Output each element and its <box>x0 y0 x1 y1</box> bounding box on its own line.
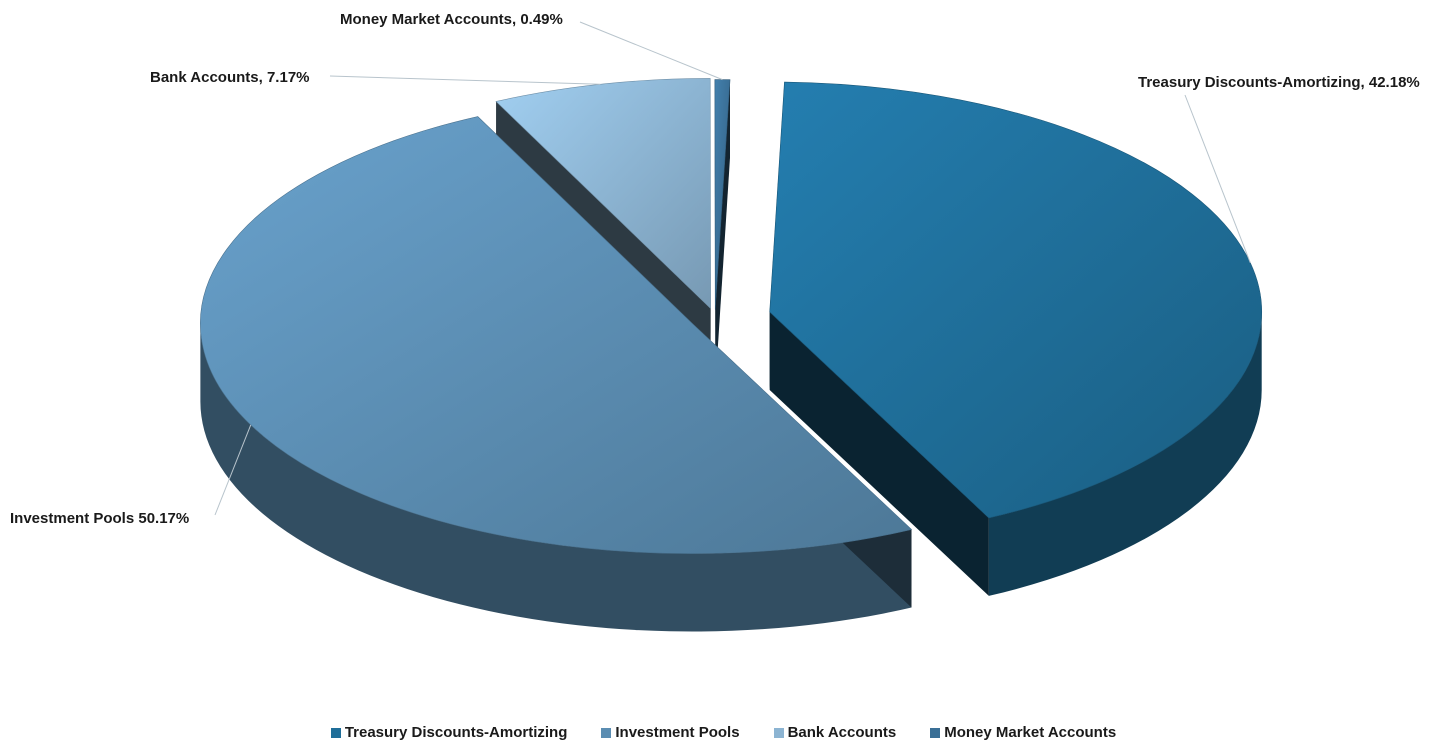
slice-tops <box>200 78 1262 554</box>
legend-label-money-market: Money Market Accounts <box>944 724 1117 741</box>
legend-item-treasury-discounts: Treasury Discounts-Amortizing <box>330 724 568 741</box>
legend-item-investment-pools: Investment Pools <box>601 724 740 741</box>
slice-side-treasury-discounts <box>988 312 1262 596</box>
slice-investment-pools <box>200 116 913 554</box>
data-label-investment-pools: Investment Pools 50.17% <box>10 510 189 527</box>
data-labels: Treasury Discounts-Amortizing, 42.18% In… <box>10 11 1420 527</box>
data-label-money-market: Money Market Accounts, 0.49% <box>340 11 563 28</box>
legend-swatch-investment-pools <box>601 727 612 738</box>
data-label-treasury-discounts: Treasury Discounts-Amortizing, 42.18% <box>1138 74 1420 91</box>
leader-line-money-market <box>579 21 723 81</box>
slice-bank-accounts <box>495 78 711 310</box>
data-label-bank-accounts: Bank Accounts, 7.17% <box>150 69 310 86</box>
slice-side-investment-pools <box>200 323 912 632</box>
legend-swatch-money-market <box>930 727 941 738</box>
leader-line-treasury-discounts <box>1184 94 1251 263</box>
slice-cut-face-treasury-discounts-1 <box>769 312 989 596</box>
leader-line-bank-accounts <box>329 75 601 85</box>
legend-item-bank-accounts: Bank Accounts <box>773 724 897 741</box>
legend-label-bank-accounts: Bank Accounts <box>787 724 897 741</box>
chart-legend: Treasury Discounts-Amortizing Investment… <box>0 724 1447 741</box>
leader-lines <box>214 21 1251 516</box>
leader-line-investment-pools <box>214 424 252 516</box>
legend-swatch-bank-accounts <box>773 727 784 738</box>
legend-label-treasury-discounts: Treasury Discounts-Amortizing <box>344 724 568 741</box>
legend-swatch-treasury-discounts <box>330 727 341 738</box>
slice-cut-face-money-market-1 <box>715 79 731 388</box>
legend-item-money-market: Money Market Accounts <box>930 724 1116 741</box>
legend-label-investment-pools: Investment Pools <box>615 724 740 741</box>
